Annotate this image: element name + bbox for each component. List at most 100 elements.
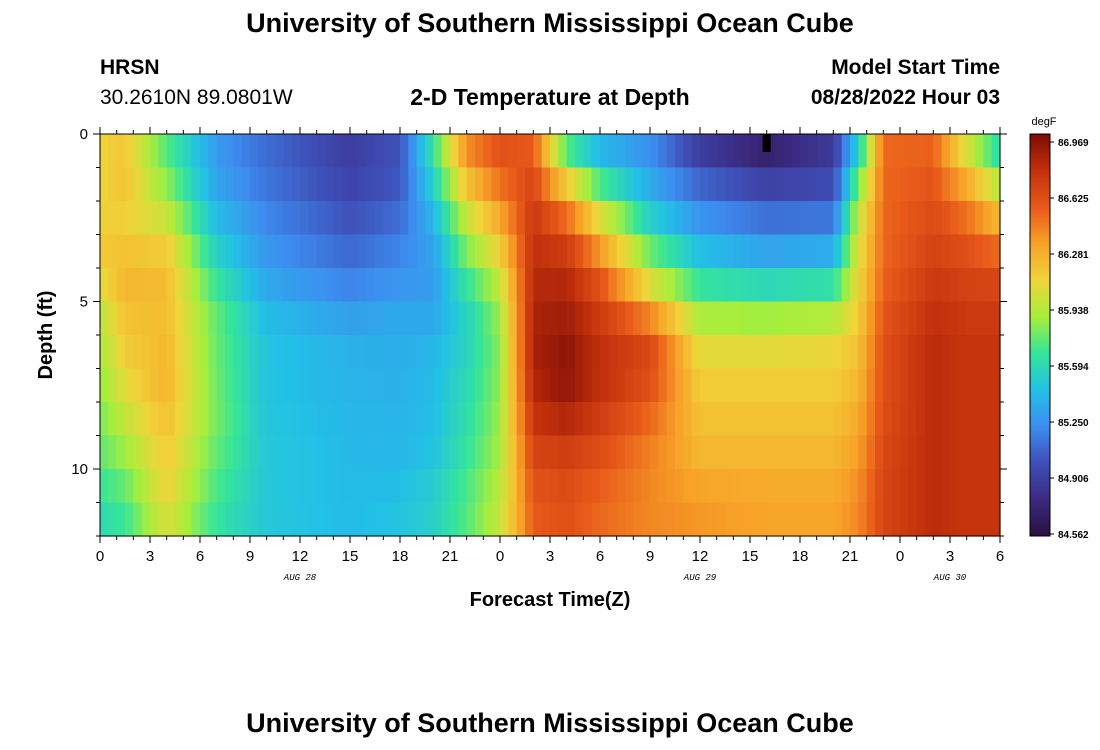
heatmap-cell	[808, 502, 818, 537]
heatmap-cell	[325, 268, 334, 303]
heatmap-cell	[800, 502, 809, 537]
heatmap-cell	[300, 167, 309, 202]
heatmap-cell	[441, 167, 451, 202]
heatmap-cell	[650, 167, 659, 202]
heatmap-cell	[391, 502, 401, 537]
heatmap-cell	[350, 201, 359, 236]
heatmap-cell	[408, 301, 418, 336]
heatmap-cell	[791, 234, 801, 269]
heatmap-cell	[641, 167, 651, 202]
heatmap-cell	[191, 502, 201, 537]
heatmap-cell	[250, 167, 259, 202]
heatmap-cell	[583, 234, 593, 269]
heatmap-cell	[233, 502, 243, 537]
heatmap-cell	[400, 368, 409, 403]
heatmap-cell	[816, 268, 826, 303]
heatmap-cell	[741, 335, 751, 370]
heatmap-cell	[958, 502, 968, 537]
y-tick-label: 5	[80, 294, 88, 311]
heatmap-cell	[975, 234, 984, 269]
heatmap-cell	[133, 402, 143, 437]
heatmap-cell	[166, 234, 176, 269]
heatmap-cell	[691, 134, 701, 169]
heatmap-cell	[366, 301, 376, 336]
heatmap-cell	[200, 402, 209, 437]
heatmap-cell	[866, 335, 876, 370]
heatmap-cell	[675, 201, 684, 236]
heatmap-cell	[791, 469, 801, 504]
heatmap-cell	[400, 167, 409, 202]
heatmap-cell	[383, 435, 393, 470]
heatmap-cell	[958, 368, 968, 403]
heatmap-cell	[616, 134, 626, 169]
heatmap-cell	[116, 201, 126, 236]
colorbar-label: 85.250	[1058, 418, 1089, 429]
x-tick-label: 6	[196, 548, 204, 565]
heatmap-cell	[475, 234, 484, 269]
heatmap-cell	[141, 402, 151, 437]
heatmap-cell	[991, 201, 1001, 236]
heatmap-cell	[308, 402, 318, 437]
heatmap-cell	[550, 368, 559, 403]
heatmap-cell	[758, 368, 768, 403]
heatmap-cell	[758, 234, 768, 269]
heatmap-cell	[375, 234, 384, 269]
heatmap-cell	[283, 368, 293, 403]
heatmap-cell	[283, 301, 293, 336]
heatmap-cell	[308, 134, 318, 169]
heatmap-cell	[791, 335, 801, 370]
heatmap-cell	[850, 502, 859, 537]
heatmap-cell	[841, 134, 851, 169]
heatmap-cell	[475, 435, 484, 470]
heatmap-cell	[841, 502, 851, 537]
heatmap-cell	[541, 234, 551, 269]
heatmap-cell	[200, 134, 209, 169]
heatmap-cell	[316, 368, 326, 403]
heatmap-cell	[700, 167, 709, 202]
heatmap-cell	[125, 201, 134, 236]
heatmap-cell	[150, 234, 159, 269]
heatmap-cell	[341, 335, 351, 370]
heatmap-cell	[291, 368, 301, 403]
x-tick-label: 21	[442, 548, 459, 565]
heatmap-cell	[700, 201, 709, 236]
heatmap-cell	[200, 435, 209, 470]
heatmap-cell	[800, 301, 809, 336]
heatmap-cell	[600, 502, 609, 537]
heatmap-cell	[325, 469, 334, 504]
heatmap-cell	[583, 301, 593, 336]
heatmap-cell	[800, 134, 809, 169]
heatmap-cell	[108, 335, 118, 370]
heatmap-cell	[450, 502, 459, 537]
heatmap-cell	[691, 234, 701, 269]
heatmap-cell	[833, 335, 843, 370]
heatmap-cell	[508, 402, 518, 437]
heatmap-cell	[183, 335, 193, 370]
heatmap-cell	[566, 335, 576, 370]
heatmap-cell	[891, 268, 901, 303]
heatmap-cell	[200, 234, 209, 269]
heatmap-cell	[250, 402, 259, 437]
heatmap-cell	[900, 469, 909, 504]
heatmap-cell	[783, 435, 793, 470]
heatmap-cell	[316, 301, 326, 336]
heatmap-cell	[775, 368, 784, 403]
heatmap-cell	[591, 502, 601, 537]
heatmap-cell	[383, 234, 393, 269]
heatmap-cell	[641, 402, 651, 437]
heatmap-cell	[975, 368, 984, 403]
heatmap-cell	[200, 469, 209, 504]
heatmap-cell	[791, 201, 801, 236]
heatmap-cell	[950, 301, 959, 336]
heatmap-cell	[250, 234, 259, 269]
heatmap-cell	[216, 301, 226, 336]
heatmap-cell	[300, 201, 309, 236]
heatmap-cell	[708, 167, 718, 202]
heatmap-cell	[750, 435, 759, 470]
heatmap-cell	[216, 201, 226, 236]
heatmap-cell	[183, 502, 193, 537]
heatmap-cell	[608, 301, 618, 336]
heatmap-cell	[158, 234, 168, 269]
heatmap-cell	[425, 402, 434, 437]
heatmap-cell	[566, 402, 576, 437]
